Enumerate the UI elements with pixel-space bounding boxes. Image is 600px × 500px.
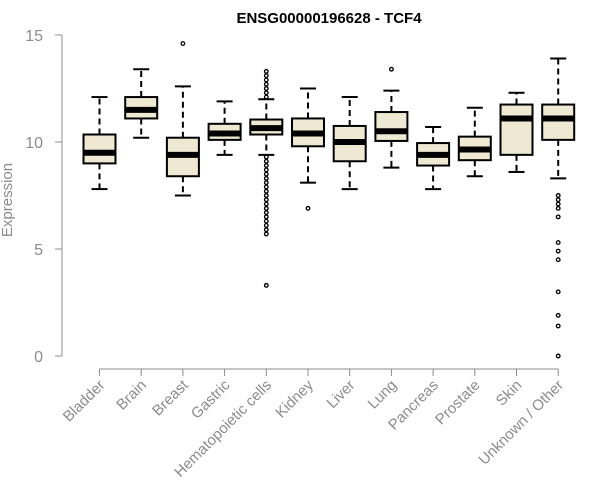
outlier-point	[555, 353, 561, 359]
box-pancreas	[416, 126, 451, 191]
box-liver	[332, 96, 367, 191]
outlier-point	[388, 66, 394, 72]
iqr-box	[499, 103, 534, 156]
outlier-point	[555, 289, 561, 295]
outlier-point	[263, 218, 269, 224]
outlier-point	[555, 323, 561, 329]
outlier-point	[555, 214, 561, 220]
outlier-point	[263, 158, 269, 164]
outlier-point	[555, 205, 561, 211]
outlier-point	[263, 227, 269, 233]
outlier-point	[555, 248, 561, 254]
outlier-point	[263, 163, 269, 168]
x-tick-label: Breast	[149, 376, 192, 419]
outlier-point	[555, 201, 561, 207]
y-tick-label: 5	[34, 242, 43, 259]
outlier-point	[263, 205, 269, 211]
box-bladder	[82, 96, 117, 191]
outlier-point	[263, 282, 269, 288]
outlier-point	[555, 197, 561, 203]
outlier-point	[263, 81, 269, 87]
outlier-point	[555, 240, 561, 246]
outlier-point	[263, 197, 269, 203]
outlier-point	[555, 312, 561, 318]
y-tick-label: 10	[25, 135, 43, 152]
iqr-box	[541, 103, 576, 141]
y-tick-label: 15	[25, 28, 43, 45]
x-tick-label: Skin	[493, 377, 526, 410]
outlier-point	[263, 77, 269, 83]
outlier-point	[263, 223, 269, 228]
y-axis-label: Expression	[0, 163, 16, 237]
outlier-point	[263, 180, 269, 186]
x-tick-label: Brain	[113, 377, 150, 414]
outlier-point	[263, 201, 269, 207]
outlier-point	[263, 210, 269, 216]
iqr-box	[374, 111, 409, 142]
outlier-point	[263, 231, 269, 237]
outlier-point	[263, 154, 269, 160]
outlier-point	[263, 68, 269, 74]
outlier-point	[263, 86, 269, 91]
box-lung	[374, 66, 409, 169]
x-tick-label: Prostate	[432, 377, 484, 429]
box-prostate	[457, 106, 492, 178]
box-brain	[124, 68, 159, 139]
outlier-point	[263, 73, 269, 79]
box-hematopoietic-cells	[249, 68, 284, 288]
box-breast	[165, 41, 200, 197]
box-gastric	[207, 100, 242, 156]
x-tick-label: Bladder	[60, 377, 109, 426]
outlier-point	[263, 214, 269, 220]
chart-title: ENSG00000196628 - TCF4	[236, 10, 422, 27]
x-tick-label: Kidney	[272, 376, 317, 421]
outlier-point	[263, 94, 269, 100]
y-axis: 0 5 10 15	[25, 28, 63, 366]
y-tick-label: 0	[34, 349, 43, 366]
x-tick-label: Lung	[365, 377, 401, 413]
outlier-point	[555, 257, 561, 263]
boxes-group	[82, 41, 576, 359]
outlier-point	[305, 205, 311, 211]
outlier-point	[263, 171, 269, 177]
outlier-point	[263, 167, 269, 173]
x-tick-label: Liver	[324, 377, 359, 412]
outlier-point	[263, 188, 269, 194]
outlier-point	[263, 175, 269, 181]
outlier-point	[555, 193, 561, 198]
outlier-point	[263, 193, 269, 198]
box-skin	[499, 91, 534, 173]
box-kidney	[291, 87, 325, 211]
outlier-point	[180, 41, 186, 47]
iqr-box	[82, 133, 117, 165]
outlier-point	[263, 90, 269, 96]
outlier-point	[263, 184, 269, 190]
box-unknown-other	[541, 57, 576, 359]
